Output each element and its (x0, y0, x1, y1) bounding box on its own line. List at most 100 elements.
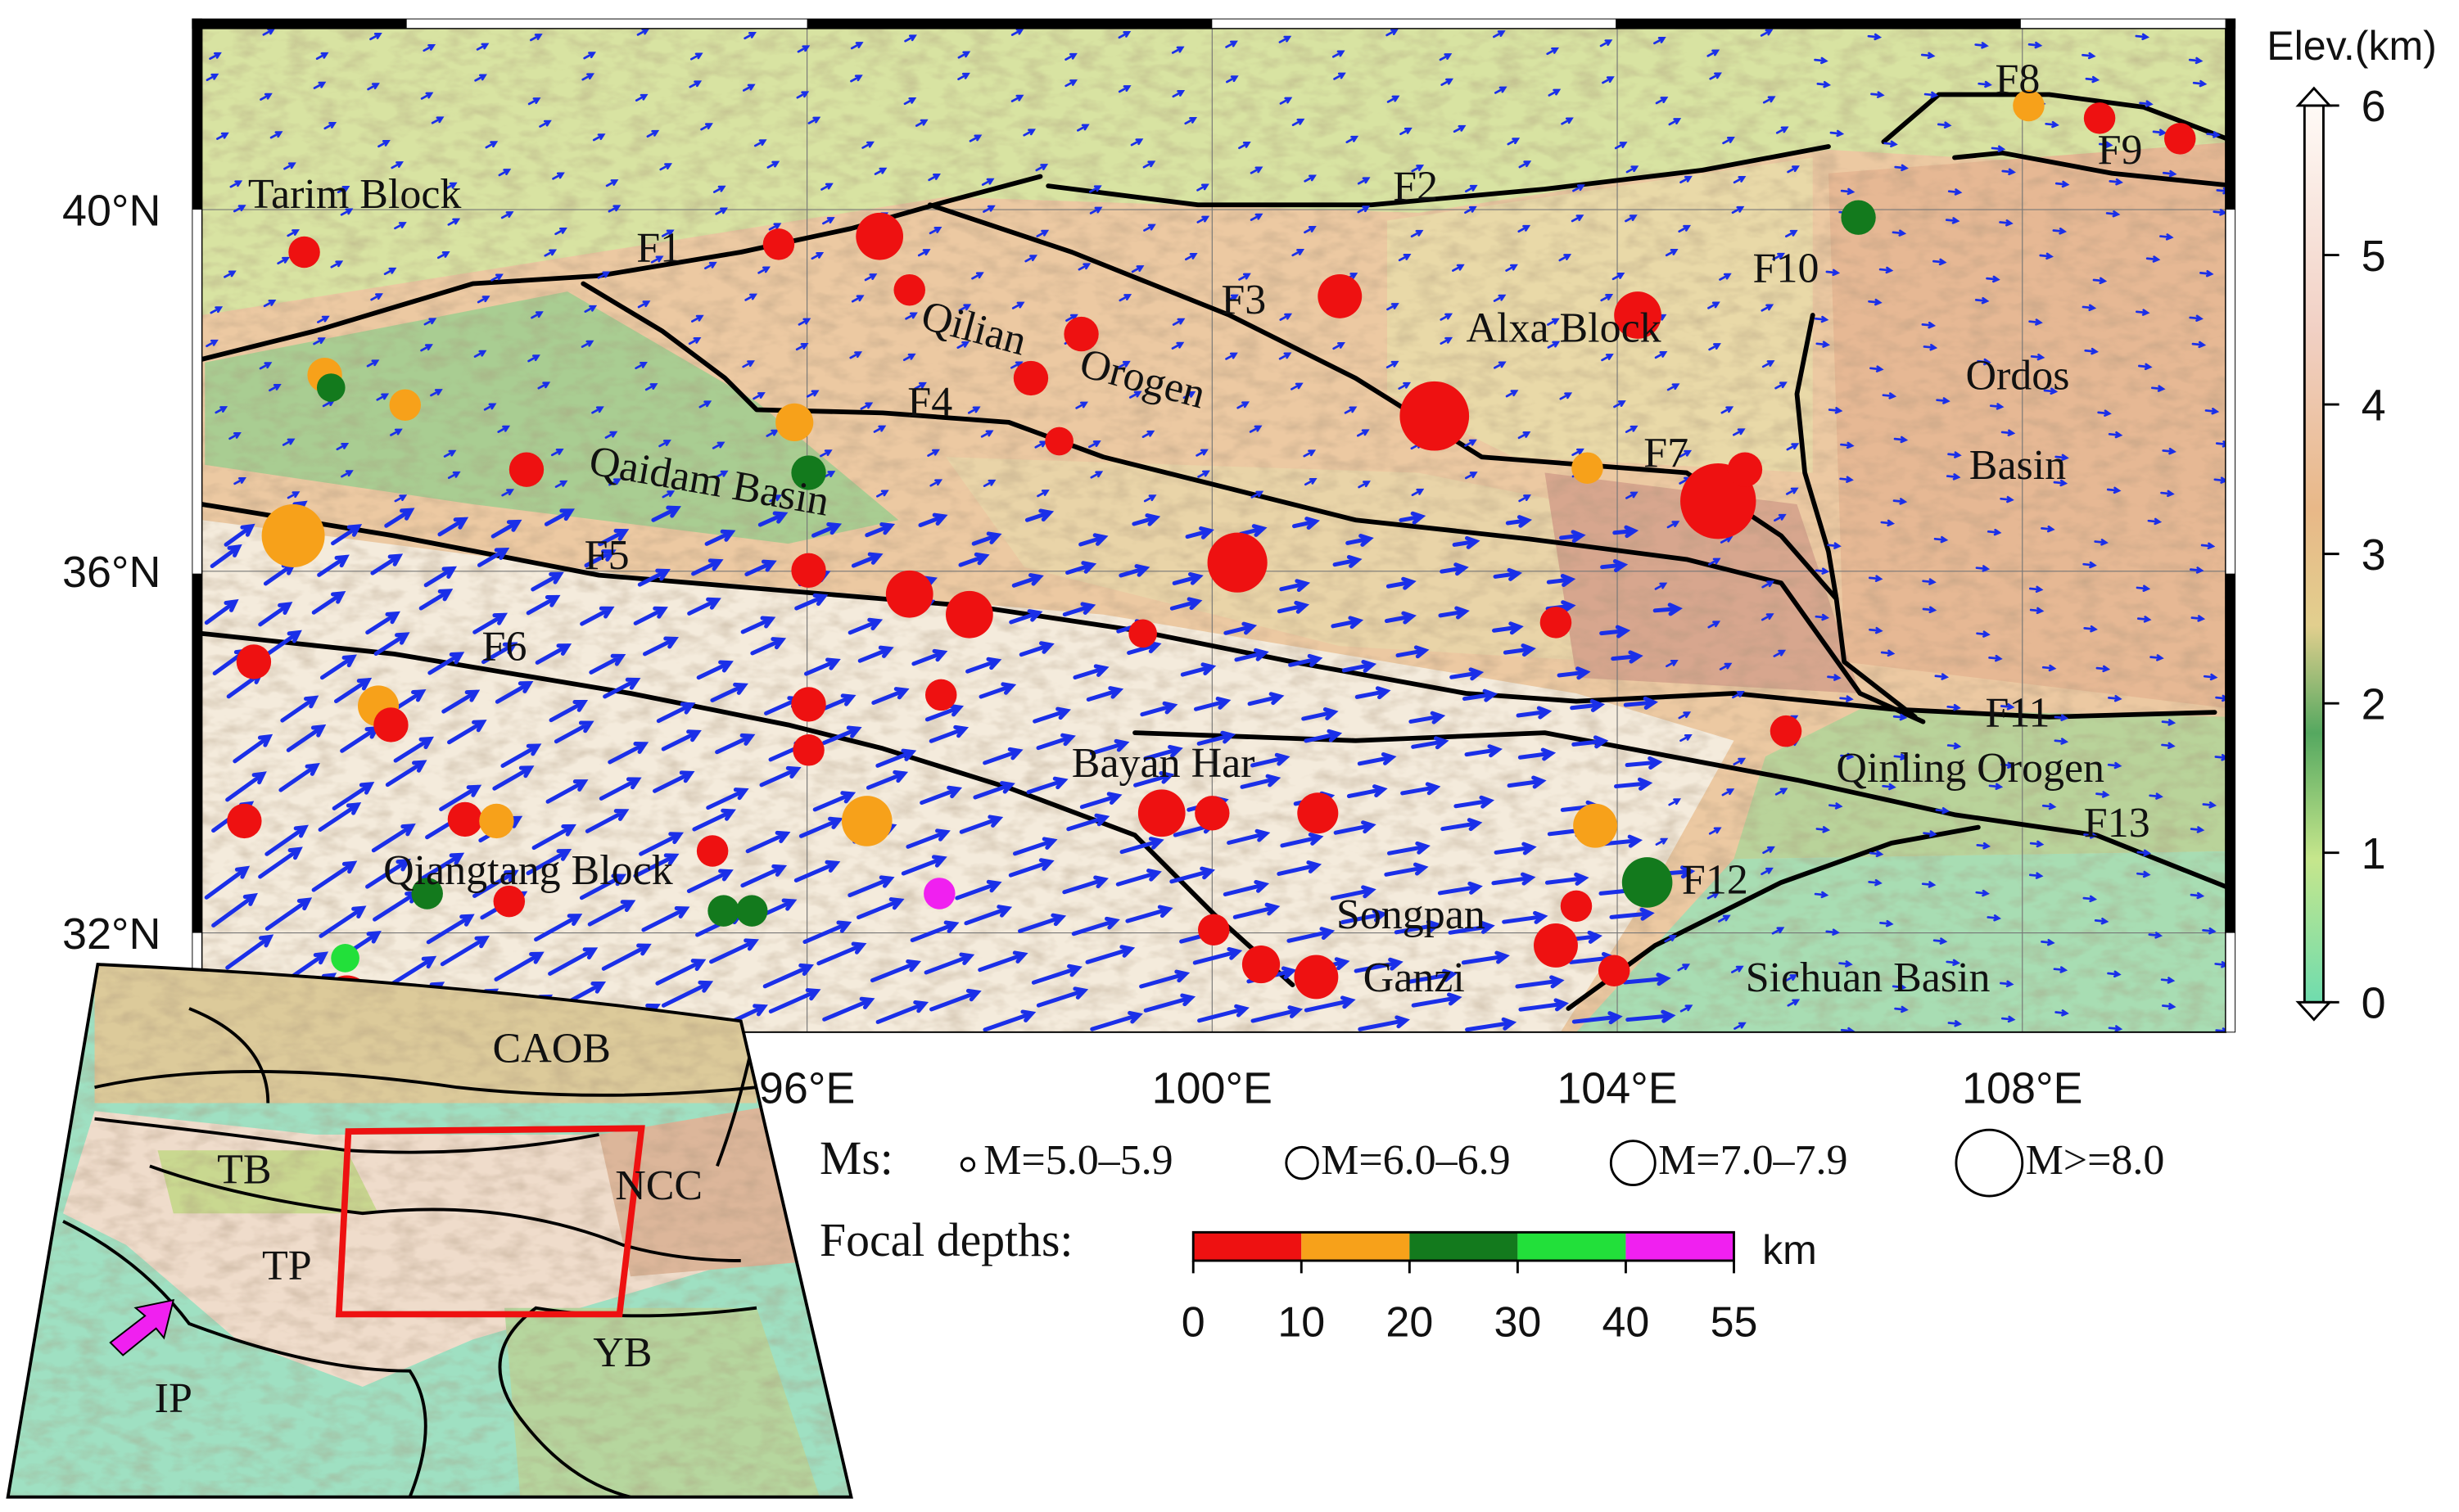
gps-arrow (2162, 447, 2176, 455)
gps-arrow (2139, 100, 2154, 107)
gps-arrow (333, 677, 373, 704)
gps-arrow (2161, 1003, 2176, 1010)
gps-arrow (2161, 719, 2176, 726)
gps-arrow (554, 480, 568, 488)
gps-arrow (661, 980, 714, 1008)
gps-arrow (2214, 961, 2226, 968)
gps-arrow (1411, 736, 1449, 750)
fault-label: F9 (2098, 127, 2143, 174)
gps-arrow (1172, 318, 1186, 326)
gps-arrow (1437, 881, 1483, 896)
gps-arrow (1400, 782, 1441, 796)
gps-arrow (1354, 686, 1391, 700)
gps-arrow (2001, 168, 2016, 176)
gps-arrow (269, 131, 283, 139)
gps-arrow (1558, 254, 1572, 262)
gps-arrow (1869, 365, 1884, 372)
legend-symbol (960, 1157, 976, 1172)
gps-arrow (204, 598, 239, 625)
gps-arrow (637, 300, 651, 309)
depth-bar-frame (1191, 1230, 1735, 1262)
gps-arrow (1172, 90, 1186, 98)
gps-arrow (1988, 654, 2003, 662)
gps-arrow (1386, 303, 1399, 311)
gps-arrow (740, 864, 788, 888)
inset-map: CAOB TB NCC TP YB IP (6, 963, 853, 1499)
gps-arrow (1399, 511, 1426, 525)
gps-arrow (1772, 252, 1785, 261)
gps-arrow (1947, 1020, 1963, 1027)
depth-segment (1517, 1232, 1626, 1261)
gps-arrow (1333, 72, 1346, 80)
depth-tick-label: 40 (1602, 1298, 1650, 1346)
gps-arrow (2161, 742, 2176, 750)
gps-arrow (967, 406, 981, 414)
gps-arrow (1291, 517, 1320, 530)
depth-tick-label: 10 (1277, 1298, 1325, 1346)
gps-arrow (1169, 597, 1203, 611)
inset-label: CAOB (493, 1025, 611, 1072)
earthquake (1539, 607, 1572, 639)
gps-arrow (2108, 431, 2123, 439)
legend-item: M=7.0–7.9 (1658, 1137, 1847, 1184)
gps-arrow (2159, 233, 2174, 241)
gps-arrow (423, 43, 436, 52)
gps-arrow (526, 848, 572, 876)
gps-arrow (2190, 615, 2206, 622)
gps-arrow (1666, 659, 1679, 668)
gps-arrow (1344, 406, 1358, 414)
gps-arrow (1612, 525, 1639, 539)
gps-arrow (929, 479, 943, 487)
gps-arrow (1090, 1010, 1143, 1031)
gps-arrow (1774, 381, 1788, 390)
gps-arrow (1279, 97, 1293, 105)
gps-arrow (258, 602, 293, 627)
gps-arrow (535, 643, 572, 665)
gps-arrow (983, 1009, 1037, 1032)
gps-arrow (1071, 916, 1120, 937)
gps-arrow (1330, 885, 1376, 900)
gps-arrow (1288, 653, 1323, 667)
gps-arrow (2000, 495, 2014, 503)
gps-arrow (1668, 798, 1682, 806)
gps-arrow (365, 858, 411, 889)
gps-arrow (1544, 872, 1589, 886)
gps-arrow (1571, 448, 1584, 456)
gps-arrow (689, 80, 703, 88)
gps-arrow (1977, 358, 1991, 366)
earthquake (1137, 789, 1186, 837)
gps-arrow (1277, 860, 1322, 876)
gps-arrow (1706, 891, 1720, 900)
earthquake (479, 803, 514, 839)
gps-arrow (687, 597, 721, 616)
gps-arrow (692, 808, 736, 832)
gps-arrow (2135, 309, 2150, 316)
gps-arrow (1547, 341, 1561, 349)
gps-arrow (1438, 606, 1470, 620)
gps-arrow (500, 743, 542, 768)
gps-arrow (2136, 870, 2151, 878)
gps-arrow (1026, 776, 1069, 795)
gps-arrow (608, 205, 622, 213)
gps-arrow (969, 134, 983, 142)
gps-arrow (1341, 659, 1377, 673)
gps-arrow (1358, 1015, 1410, 1031)
gps-arrow (1143, 744, 1183, 761)
gps-arrow (526, 594, 561, 616)
fault-label: F3 (1221, 277, 1266, 323)
gps-arrow (1196, 449, 1209, 457)
gps-arrow (715, 207, 728, 215)
colorbar-tick-label: 5 (2362, 232, 2386, 281)
earthquake (1621, 857, 1673, 908)
gps-arrow (2053, 479, 2068, 487)
gps-arrow (1828, 407, 1843, 414)
gps-arrow (1331, 616, 1364, 630)
gps-arrow (1062, 602, 1096, 617)
gps-arrow (2099, 141, 2113, 149)
gps-arrow (1331, 50, 1345, 58)
gps-arrow (864, 273, 878, 282)
gps-arrow (1440, 313, 1453, 321)
gps-arrow (1130, 138, 1144, 147)
gps-arrow (1279, 579, 1311, 593)
